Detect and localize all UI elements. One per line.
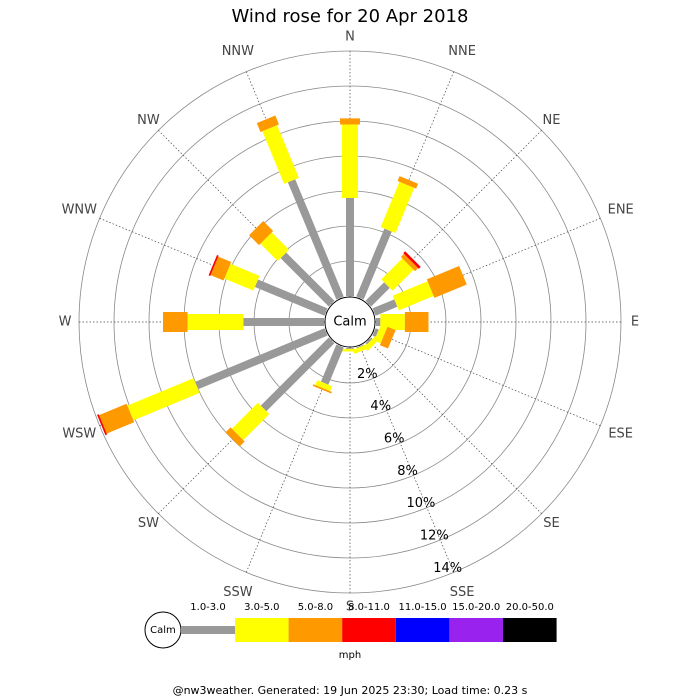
bar-segment [356, 228, 392, 300]
bar-segment [372, 299, 398, 316]
legend-label: 20.0-50.0 [506, 602, 554, 613]
direction-label: SSW [223, 585, 253, 600]
direction-label: ESE [608, 427, 633, 442]
legend-calm-label: Calm [150, 625, 176, 636]
tick-label: 8% [397, 464, 418, 479]
rose: N NNE NE ENE E ESE SE SSE S SSW SW WSW W WNW NW NNW 2% 4%… [59, 30, 640, 615]
legend-title: mph [339, 650, 361, 661]
bar-segment [231, 402, 270, 441]
direction-label: WSW [62, 427, 96, 442]
bar-segment [352, 343, 370, 354]
bar-segment [403, 251, 421, 269]
bar-segment [224, 263, 260, 291]
bar-segment [97, 414, 108, 436]
legend-swatch [395, 618, 450, 642]
calm-label: Calm [333, 315, 366, 330]
legend-label: 5.0-8.0 [298, 602, 333, 613]
legend-swatch [449, 618, 503, 642]
bar-segment [381, 258, 414, 291]
direction-label: NNW [222, 44, 254, 59]
bar-segment [127, 378, 200, 421]
direction-label: WNW [62, 202, 98, 217]
bar-segment [208, 255, 219, 277]
bar-segment [426, 265, 467, 298]
direction-label: W [59, 315, 72, 330]
bar-segment [372, 328, 379, 337]
legend-swatch [342, 618, 396, 642]
tick-label: 6% [384, 432, 405, 447]
legend-swatch [288, 618, 343, 642]
bar-segment [249, 221, 274, 246]
bar-segment [99, 403, 135, 434]
bar-segment [280, 252, 335, 307]
direction-label: ENE [608, 202, 634, 217]
direction-label: NNE [448, 44, 476, 59]
bar-segment [380, 181, 415, 234]
legend-swatch [181, 626, 235, 634]
bar-segment [262, 125, 299, 184]
bar-segment [254, 279, 328, 316]
tick-label: 2% [357, 367, 378, 382]
legend-label: 15.0-20.0 [452, 602, 500, 613]
bar-segment [260, 232, 290, 262]
chart-title: Wind rose for 20 Apr 2018 [232, 6, 469, 27]
bar-segment [210, 256, 232, 281]
bar-segment [195, 328, 328, 390]
bar-segment [379, 326, 396, 349]
calm-circle [324, 296, 376, 348]
bar-segment [315, 380, 333, 392]
tick-label: 10% [406, 496, 435, 511]
direction-label: SW [138, 516, 159, 531]
bar-segment [287, 179, 344, 300]
bar-segment [312, 384, 332, 394]
bar-segment [397, 176, 419, 189]
tick-label: 12% [420, 529, 449, 544]
bar-segment [392, 281, 434, 311]
direction-label: NW [137, 113, 160, 128]
direction-label: N [345, 30, 355, 45]
spoke [349, 321, 542, 514]
bar-segment [363, 335, 379, 351]
direction-label: E [631, 315, 639, 330]
direction-label: S [346, 600, 354, 615]
tick-label: 4% [370, 399, 391, 414]
legend-swatch [503, 618, 557, 642]
direction-label: SSE [450, 585, 475, 600]
legend-label: 11.0-15.0 [399, 602, 447, 613]
direction-label: NE [543, 113, 561, 128]
legend-label: 3.0-5.0 [244, 602, 279, 613]
legend-label: 1.0-3.0 [190, 602, 225, 613]
tick-label: 14% [433, 561, 462, 576]
legend: Calm mph 1.0-3.0 3.0-5.0 5.0-8.0 8.0-11.0 11… [144, 602, 557, 661]
bar-segment [256, 115, 279, 133]
bar-segment [320, 344, 344, 385]
legend-label: 8.0-11.0 [348, 602, 390, 613]
direction-label: SE [543, 516, 559, 531]
bar-segment [365, 282, 390, 307]
bar-segment [374, 325, 387, 344]
footer: @nw3weather. Generated: 19 Jun 2025 23:3… [173, 684, 528, 697]
bar-segment [260, 337, 335, 412]
bar-segment [365, 337, 373, 345]
bar-segment [225, 427, 245, 447]
legend-swatch [235, 618, 289, 642]
bar-segment [400, 253, 419, 272]
